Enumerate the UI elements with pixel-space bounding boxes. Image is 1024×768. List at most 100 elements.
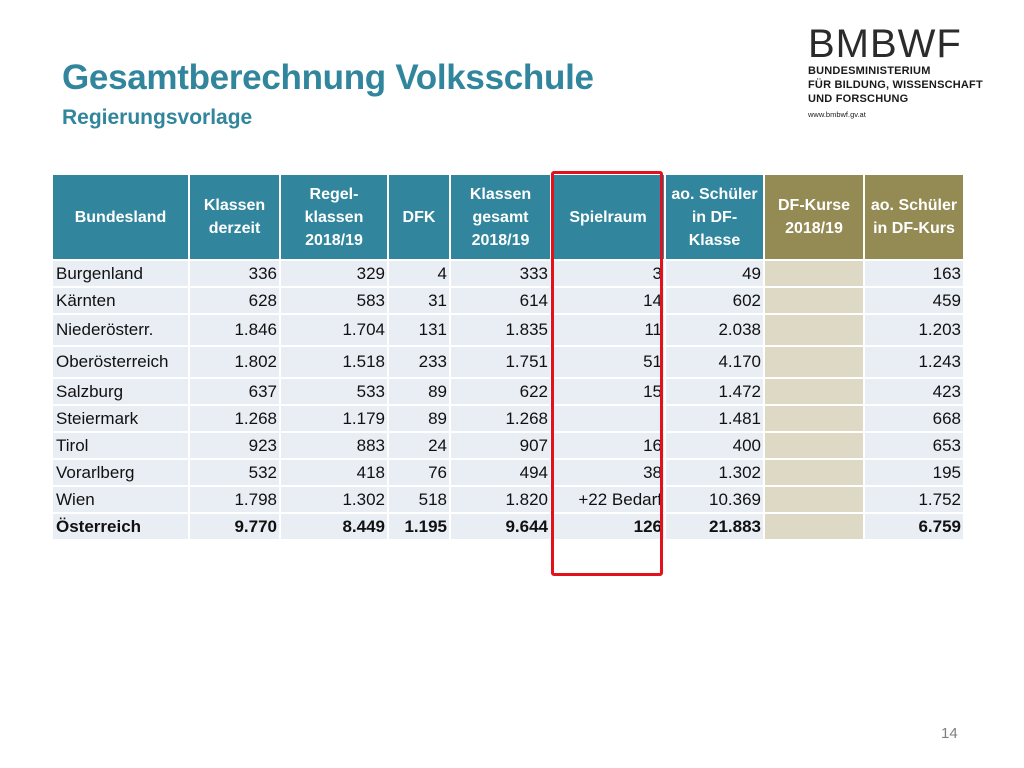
cell-spielraum: 15 [550,377,666,406]
cell-ao-schueler-df-kurs: 459 [863,286,965,315]
cell-df-kurse [763,404,865,433]
header-bundesland: Bundesland [51,173,190,261]
slide-title: Gesamtberechnung Volksschule [62,58,594,97]
cell-spielraum: 16 [550,431,666,460]
cell-df-kurse [763,286,865,315]
cell-bundesland: Niederösterr. [51,313,190,347]
header-spielraum: Spielraum [550,173,666,261]
cell-dfk: 24 [387,431,451,460]
cell-ao-schueler-df-kurs: 668 [863,404,965,433]
logo-name: BMBWF [808,22,962,66]
cell-spielraum: 11 [550,313,666,347]
cell-klassen-derzeit: 1.268 [188,404,281,433]
logo-line-2: FÜR BILDUNG, WISSENSCHAFT [808,79,983,91]
cell-regelklassen: 1.518 [279,345,389,379]
cell-spielraum: 51 [550,345,666,379]
table-header-row: Bundesland Klassen derzeit Regel-klassen… [51,173,965,261]
table-row: Niederösterr. 1.846 1.704 131 1.835 11 2… [51,313,965,347]
cell-ao-schueler-df-klasse: 400 [664,431,765,460]
cell-spielraum [550,404,666,433]
header-ao-schueler-df-kurs: ao. Schüler in DF-Kurs [863,173,965,261]
cell-ao-schueler-df-klasse: 21.883 [664,512,765,541]
cell-bundesland: Vorarlberg [51,458,190,487]
cell-klassen-derzeit: 1.846 [188,313,281,347]
cell-klassen-derzeit: 1.798 [188,485,281,514]
cell-klassen-derzeit: 1.802 [188,345,281,379]
cell-bundesland: Tirol [51,431,190,460]
cell-spielraum: 38 [550,458,666,487]
cell-klassen-derzeit: 923 [188,431,281,460]
table-row: Tirol 923 883 24 907 16 400 653 [51,431,965,460]
cell-ao-schueler-df-klasse: 602 [664,286,765,315]
cell-dfk: 518 [387,485,451,514]
cell-ao-schueler-df-kurs: 1.203 [863,313,965,347]
cell-df-kurse [763,485,865,514]
cell-df-kurse [763,431,865,460]
cell-ao-schueler-df-kurs: 653 [863,431,965,460]
table-row: Steiermark 1.268 1.179 89 1.268 1.481 66… [51,404,965,433]
cell-df-kurse [763,259,865,288]
cell-regelklassen: 883 [279,431,389,460]
table-row: Kärnten 628 583 31 614 14 602 459 [51,286,965,315]
cell-klassen-gesamt: 9.644 [449,512,552,541]
header-klassen-derzeit: Klassen derzeit [188,173,281,261]
cell-bundesland: Oberösterreich [51,345,190,379]
data-table: Bundesland Klassen derzeit Regel-klassen… [51,173,965,541]
cell-klassen-derzeit: 9.770 [188,512,281,541]
cell-klassen-derzeit: 532 [188,458,281,487]
cell-ao-schueler-df-klasse: 4.170 [664,345,765,379]
cell-regelklassen: 533 [279,377,389,406]
cell-ao-schueler-df-kurs: 163 [863,259,965,288]
cell-dfk: 89 [387,404,451,433]
cell-bundesland: Burgenland [51,259,190,288]
table-row: Vorarlberg 532 418 76 494 38 1.302 195 [51,458,965,487]
cell-dfk: 4 [387,259,451,288]
table-row: Burgenland 336 329 4 333 3 49 163 [51,259,965,288]
cell-regelklassen: 329 [279,259,389,288]
cell-ao-schueler-df-klasse: 49 [664,259,765,288]
logo-website: www.bmbwf.gv.at [808,110,866,119]
cell-klassen-derzeit: 628 [188,286,281,315]
cell-dfk: 1.195 [387,512,451,541]
cell-ao-schueler-df-klasse: 1.472 [664,377,765,406]
cell-dfk: 76 [387,458,451,487]
cell-dfk: 89 [387,377,451,406]
logo-line-3: UND FORSCHUNG [808,93,909,105]
cell-dfk: 233 [387,345,451,379]
cell-spielraum: 14 [550,286,666,315]
cell-ao-schueler-df-kurs: 195 [863,458,965,487]
cell-df-kurse [763,345,865,379]
cell-klassen-gesamt: 333 [449,259,552,288]
cell-bundesland: Wien [51,485,190,514]
cell-ao-schueler-df-klasse: 1.481 [664,404,765,433]
cell-df-kurse [763,512,865,541]
cell-ao-schueler-df-klasse: 1.302 [664,458,765,487]
table-row: Salzburg 637 533 89 622 15 1.472 423 [51,377,965,406]
cell-klassen-gesamt: 1.820 [449,485,552,514]
header-df-kurse: DF-Kurse 2018/19 [763,173,865,261]
cell-dfk: 31 [387,286,451,315]
cell-bundesland: Steiermark [51,404,190,433]
cell-regelklassen: 1.179 [279,404,389,433]
cell-df-kurse [763,377,865,406]
cell-klassen-gesamt: 614 [449,286,552,315]
page-number: 14 [941,725,958,742]
cell-bundesland: Österreich [51,512,190,541]
header-klassen-gesamt: Klassen gesamt 2018/19 [449,173,552,261]
cell-ao-schueler-df-klasse: 2.038 [664,313,765,347]
table-total-row: Österreich 9.770 8.449 1.195 9.644 126 2… [51,512,965,541]
slide-subtitle: Regierungsvorlage [62,106,253,129]
cell-klassen-derzeit: 637 [188,377,281,406]
cell-spielraum: +22 Bedarf [550,485,666,514]
ministry-logo: BMBWF BUNDESMINISTERIUM FÜR BILDUNG, WIS… [808,24,1008,119]
header-regelklassen: Regel-klassen 2018/19 [279,173,389,261]
cell-ao-schueler-df-klasse: 10.369 [664,485,765,514]
cell-df-kurse [763,458,865,487]
logo-line-1: BUNDESMINISTERIUM [808,65,931,77]
cell-klassen-derzeit: 336 [188,259,281,288]
cell-regelklassen: 1.302 [279,485,389,514]
cell-klassen-gesamt: 1.835 [449,313,552,347]
cell-ao-schueler-df-kurs: 423 [863,377,965,406]
cell-dfk: 131 [387,313,451,347]
cell-klassen-gesamt: 907 [449,431,552,460]
